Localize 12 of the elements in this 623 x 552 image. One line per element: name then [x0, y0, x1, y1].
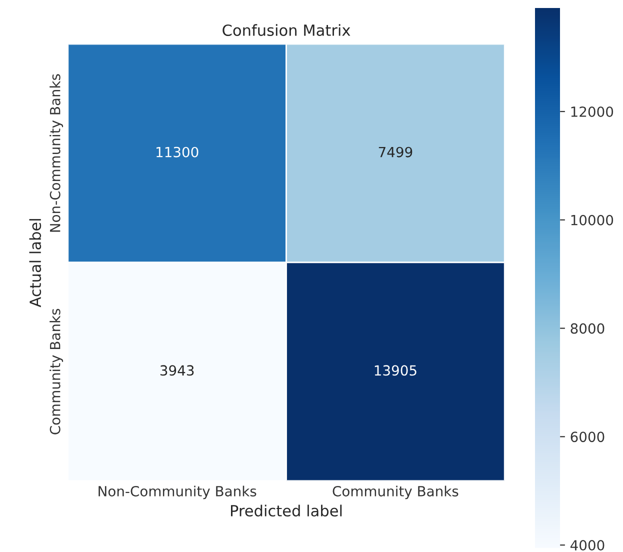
- color-bar-label: 12000: [571, 106, 614, 117]
- x-axis-title: Predicted label: [231, 504, 342, 517]
- color-bar-label: 4000: [570, 540, 604, 551]
- data-label: 7499: [378, 146, 412, 158]
- y-axis-title: Actual label: [29, 219, 42, 308]
- color-bar-label: 8000: [570, 323, 604, 334]
- data-label: 3943: [160, 365, 194, 376]
- color-bar-label: 6000: [570, 432, 604, 442]
- data-label: 13905: [374, 365, 416, 376]
- chart-title: Confusion Matrix: [222, 24, 350, 36]
- data-label: 11300: [156, 146, 198, 158]
- color-bar-label: 10000: [571, 214, 614, 226]
